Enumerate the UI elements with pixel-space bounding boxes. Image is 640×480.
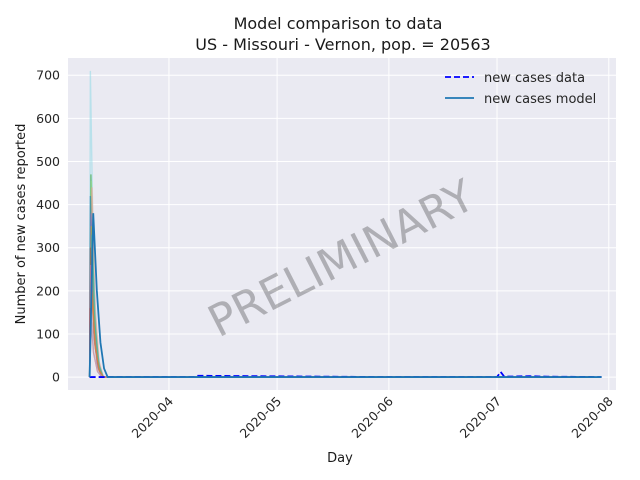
series-line [88,213,602,378]
x-axis-label: Day [327,451,353,466]
legend: new cases data new cases model [445,71,596,107]
y-tick-label: 600 [36,111,60,126]
y-tick-label: 200 [36,283,60,298]
y-tick-label: 300 [36,240,60,255]
legend-data-label: new cases data [484,71,585,86]
x-tick-label: 2020-06 [348,393,396,441]
y-tick-label: 700 [36,68,60,83]
series-lines [88,213,602,378]
x-tick-label: 2020-08 [568,393,616,441]
x-tick-label: 2020-07 [457,394,505,442]
legend-model-label: new cases model [484,92,596,107]
plot-area [68,58,616,390]
y-tick-label: 100 [36,326,60,341]
x-tick-label: 2020-05 [237,394,285,442]
y-tick-label: 500 [36,154,60,169]
y-axis-label: Number of new cases reported [14,124,29,325]
grid [68,58,616,390]
y-tick-label: 0 [52,370,60,385]
x-tick-label: 2020-04 [129,393,177,441]
chart-subtitle: US - Missouri - Vernon, pop. = 20563 [195,35,490,54]
y-tick-label: 400 [36,197,60,212]
chart-title: Model comparison to data [234,14,443,33]
